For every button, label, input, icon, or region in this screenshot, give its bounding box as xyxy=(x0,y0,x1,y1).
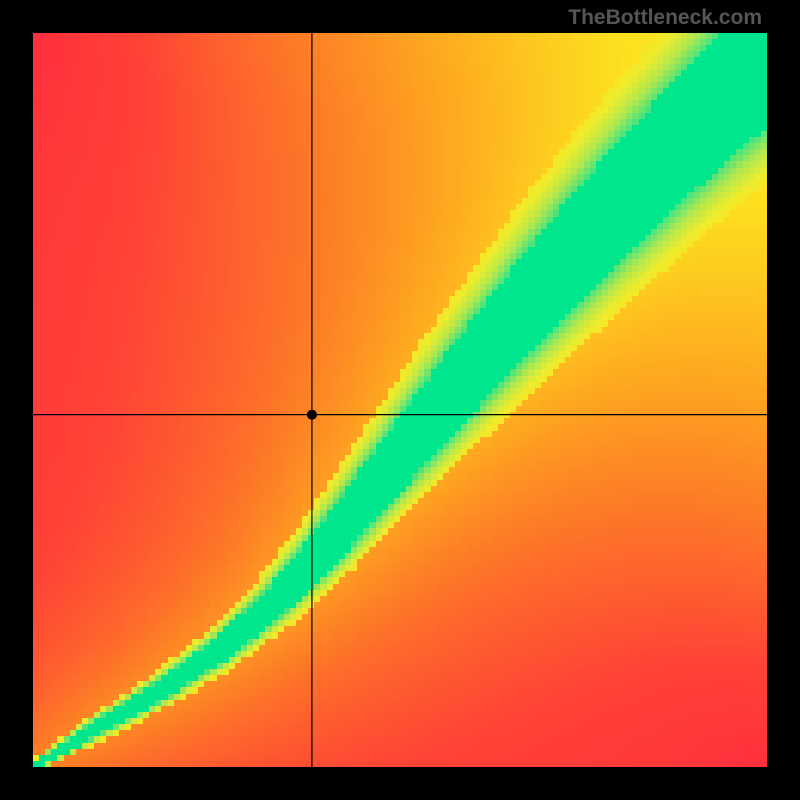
watermark-text: TheBottleneck.com xyxy=(568,6,762,30)
bottleneck-heatmap xyxy=(0,0,800,800)
